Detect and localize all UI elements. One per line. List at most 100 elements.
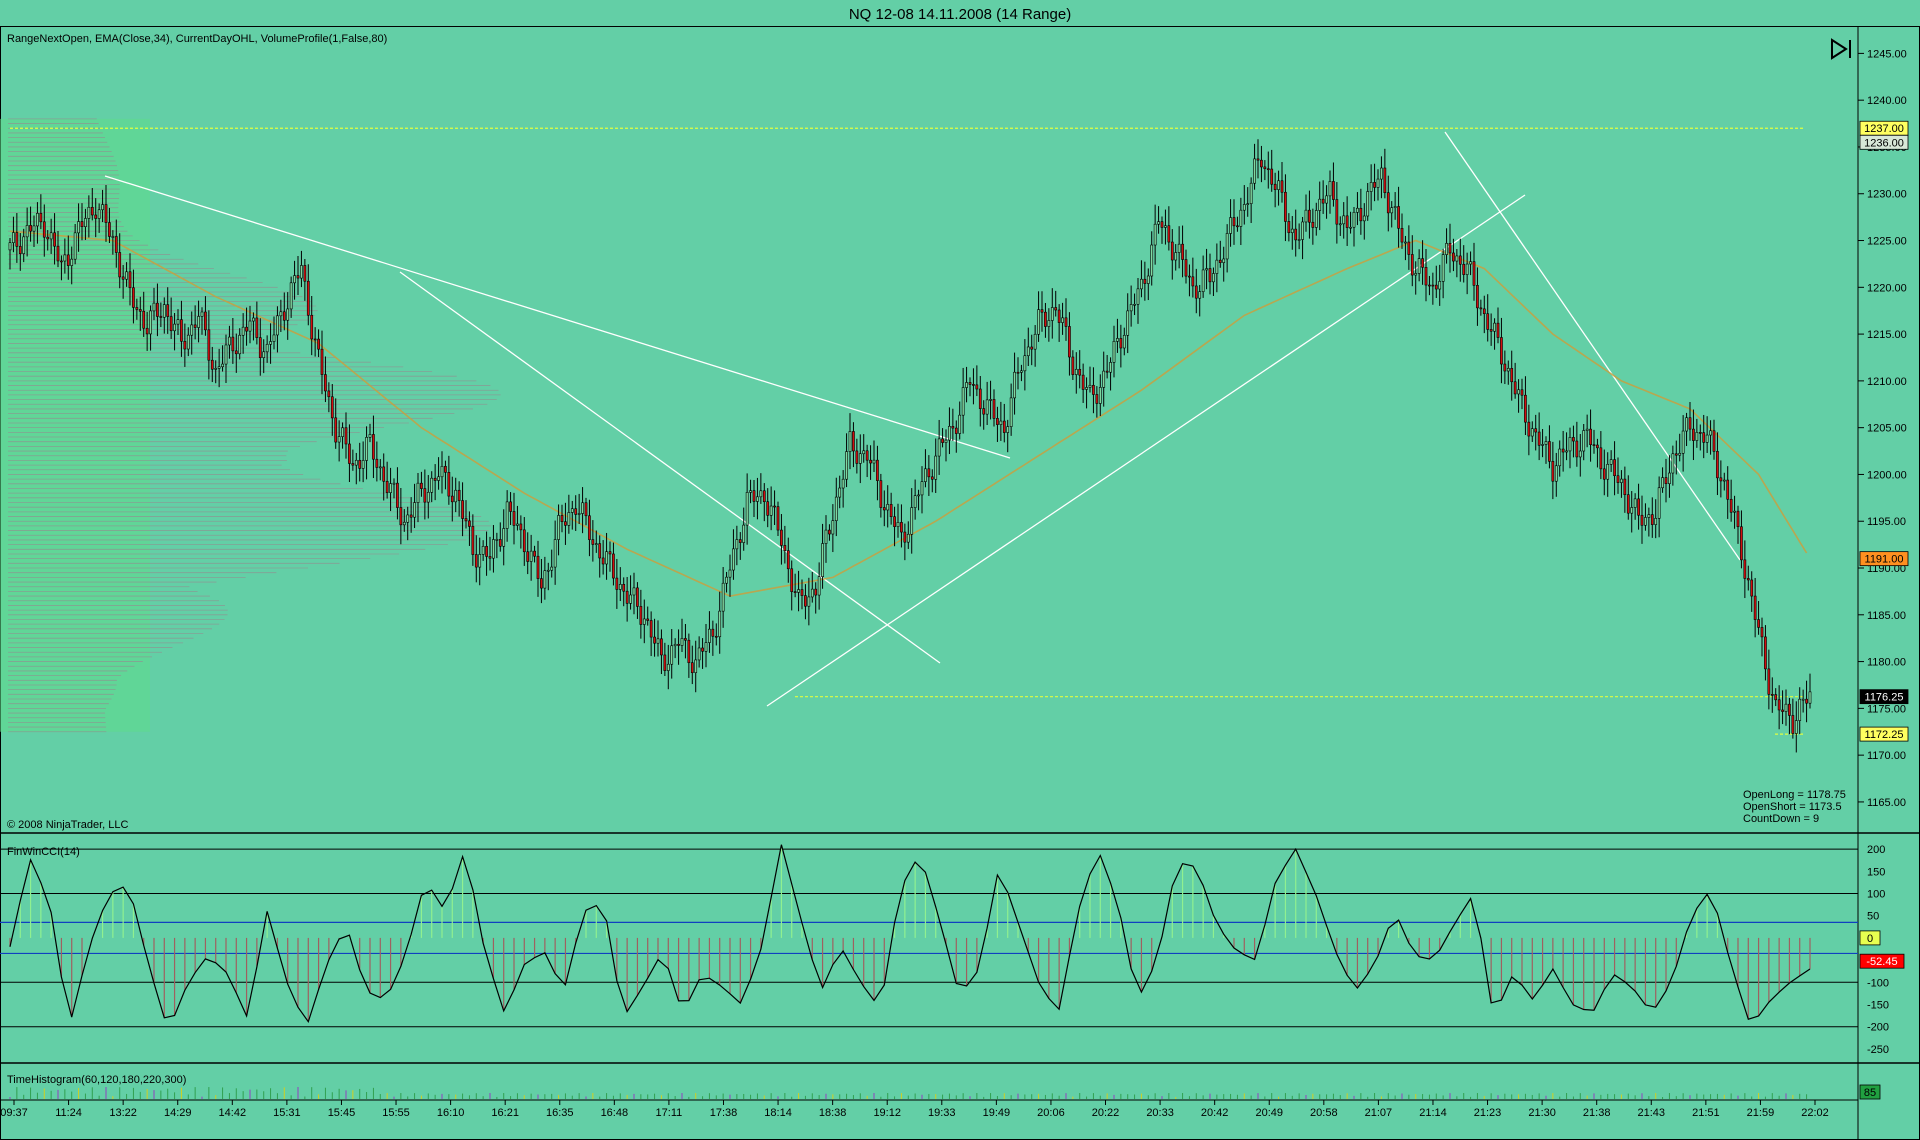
candle-up — [1198, 291, 1202, 299]
candle-up — [1808, 691, 1812, 704]
candle-down — [1764, 636, 1767, 670]
candle-down — [56, 245, 60, 262]
candle-down — [1280, 180, 1284, 193]
time-tick-label: 20:33 — [1146, 1107, 1174, 1119]
candle-down — [372, 434, 375, 460]
candle-down — [1452, 252, 1455, 262]
candle-up — [1705, 434, 1709, 443]
candle-up — [1630, 507, 1634, 514]
candle-down — [1496, 322, 1500, 338]
candle-down — [639, 606, 643, 625]
candle-up — [492, 539, 495, 559]
candle-up — [186, 334, 190, 350]
candle-up — [1314, 210, 1318, 228]
candle-up — [858, 453, 862, 464]
candle-up — [221, 363, 224, 368]
candle-up — [1709, 430, 1712, 436]
candle-down — [663, 654, 667, 671]
candle-up — [276, 315, 279, 336]
candle-up — [1417, 258, 1421, 274]
candle-down — [1770, 694, 1774, 696]
scroll-to-end-icon[interactable] — [1828, 36, 1854, 62]
candle-up — [845, 451, 848, 480]
candle-down — [210, 359, 214, 370]
candle-up — [1582, 430, 1586, 452]
candle-up — [238, 334, 242, 355]
time-tick-label: 21:51 — [1692, 1107, 1720, 1119]
candle-down — [1548, 441, 1551, 462]
candle-up — [1657, 487, 1661, 519]
candle-down — [1321, 198, 1325, 204]
candle-up — [1050, 307, 1054, 321]
candle-down — [358, 459, 362, 469]
cci-tick-label: 200 — [1867, 844, 1885, 856]
candle-up — [1020, 370, 1023, 373]
candle-down — [351, 463, 355, 466]
candle-up — [1297, 239, 1301, 241]
candle-up — [906, 533, 910, 543]
candle-up — [697, 647, 701, 661]
candle-down — [1767, 668, 1771, 695]
candle-down — [1311, 221, 1315, 228]
candle-up — [1122, 334, 1126, 349]
candle-down — [330, 396, 334, 419]
candle-down — [852, 431, 855, 452]
candle-down — [1476, 285, 1479, 309]
candle-down — [1260, 159, 1263, 168]
candle-up — [1647, 514, 1651, 518]
candle-down — [1143, 278, 1147, 284]
candle-down — [1472, 261, 1476, 286]
candle-down — [296, 275, 300, 279]
time-tick-label: 19:49 — [983, 1107, 1011, 1119]
candle-down — [1421, 258, 1424, 268]
candle-down — [1071, 356, 1075, 375]
candle-down — [941, 438, 944, 443]
candle-down — [1524, 394, 1527, 423]
candle-down — [18, 246, 22, 254]
time-tick-label: 11:24 — [55, 1107, 82, 1119]
candle-down — [687, 639, 691, 664]
candle-up — [1246, 203, 1250, 205]
candles — [8, 139, 1812, 753]
time-tick-label: 16:48 — [601, 1107, 629, 1119]
candle-down — [132, 287, 135, 308]
candle-up — [1554, 465, 1558, 482]
candle-up — [1136, 288, 1140, 305]
candle-up — [1609, 459, 1613, 465]
candle-up — [1098, 387, 1102, 404]
candle-up — [694, 659, 698, 674]
candle-up — [63, 254, 67, 262]
candle-down — [591, 539, 595, 545]
candle-up — [756, 496, 759, 502]
candle-down — [1623, 478, 1627, 496]
candle-down — [1719, 477, 1723, 482]
volume-profile-base — [0, 118, 150, 732]
candle-down — [560, 515, 564, 523]
time-tick-label: 21:23 — [1474, 1107, 1502, 1119]
candle-up — [293, 275, 296, 284]
candle-up — [1140, 278, 1143, 290]
candle-up — [8, 242, 12, 251]
candle-down — [303, 265, 307, 282]
candle-down — [509, 501, 512, 512]
candle-down — [536, 555, 540, 579]
candle-up — [553, 539, 557, 568]
candle-down — [992, 399, 996, 419]
price-tick-label: 1165.00 — [1867, 797, 1906, 809]
candle-up — [1722, 479, 1726, 482]
candle-down — [762, 490, 766, 503]
time-tick-label: 21:43 — [1638, 1107, 1666, 1119]
candle-up — [389, 483, 392, 493]
candle-up — [416, 482, 420, 503]
candle-down — [118, 252, 122, 278]
candle-down — [1287, 221, 1291, 234]
candle-down — [608, 551, 612, 555]
candle-down — [348, 443, 351, 464]
candle-down — [1431, 284, 1435, 287]
candle-up — [1222, 258, 1226, 263]
candle-up — [1013, 371, 1016, 399]
candle-down — [104, 204, 108, 223]
candle-down — [982, 408, 986, 415]
candle-up — [944, 439, 948, 443]
